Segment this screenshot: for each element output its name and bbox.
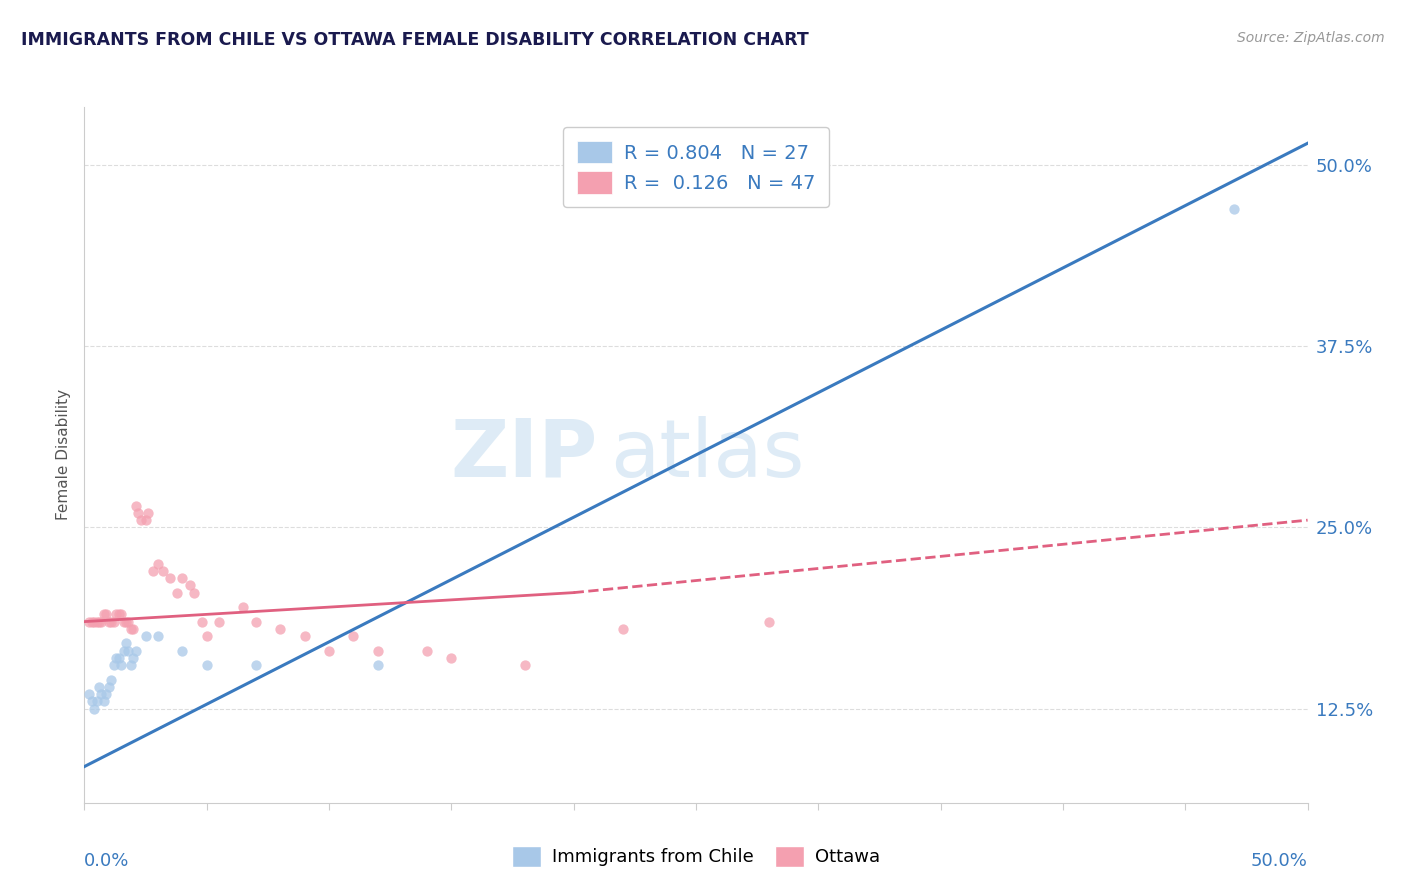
- Point: [269, 622, 291, 636]
- Point: [146, 557, 169, 571]
- Point: [612, 622, 634, 636]
- Text: atlas: atlas: [610, 416, 804, 494]
- Text: IMMIGRANTS FROM CHILE VS OTTAWA FEMALE DISABILITY CORRELATION CHART: IMMIGRANTS FROM CHILE VS OTTAWA FEMALE D…: [21, 31, 808, 49]
- Point: [208, 615, 231, 629]
- Point: [77, 687, 100, 701]
- Point: [136, 506, 159, 520]
- Point: [513, 658, 536, 673]
- Point: [367, 643, 389, 657]
- Point: [110, 658, 132, 673]
- Point: [83, 701, 105, 715]
- Y-axis label: Female Disability: Female Disability: [56, 389, 72, 521]
- Point: [1223, 202, 1246, 216]
- Point: [342, 629, 364, 643]
- Text: ZIP: ZIP: [451, 416, 598, 494]
- Point: [367, 658, 389, 673]
- Point: [110, 607, 132, 622]
- Point: [87, 680, 110, 694]
- Point: [166, 585, 188, 599]
- Legend: Immigrants from Chile, Ottawa: Immigrants from Chile, Ottawa: [505, 838, 887, 874]
- Point: [245, 615, 267, 629]
- Text: 0.0%: 0.0%: [84, 852, 129, 870]
- Point: [294, 629, 316, 643]
- Point: [96, 687, 118, 701]
- Point: [103, 658, 125, 673]
- Point: [125, 643, 148, 657]
- Point: [245, 658, 267, 673]
- Point: [100, 673, 122, 687]
- Point: [172, 571, 194, 585]
- Point: [142, 564, 165, 578]
- Point: [440, 651, 463, 665]
- Point: [117, 615, 139, 629]
- Point: [125, 499, 148, 513]
- Point: [100, 615, 122, 629]
- Point: [80, 694, 103, 708]
- Point: [87, 615, 110, 629]
- Point: [120, 622, 142, 636]
- Point: [122, 622, 145, 636]
- Point: [146, 629, 169, 643]
- Point: [120, 658, 142, 673]
- Point: [80, 615, 103, 629]
- Point: [195, 629, 218, 643]
- Point: [183, 585, 205, 599]
- Point: [135, 629, 157, 643]
- Point: [318, 643, 340, 657]
- Point: [77, 615, 100, 629]
- Point: [105, 651, 128, 665]
- Point: [152, 564, 174, 578]
- Point: [195, 658, 218, 673]
- Text: Source: ZipAtlas.com: Source: ZipAtlas.com: [1237, 31, 1385, 45]
- Point: [86, 694, 108, 708]
- Point: [135, 513, 157, 527]
- Point: [90, 687, 112, 701]
- Point: [93, 607, 115, 622]
- Point: [172, 643, 194, 657]
- Point: [97, 615, 120, 629]
- Point: [107, 607, 129, 622]
- Point: [97, 680, 120, 694]
- Point: [127, 506, 149, 520]
- Point: [107, 651, 129, 665]
- Point: [86, 615, 108, 629]
- Point: [115, 615, 138, 629]
- Text: 50.0%: 50.0%: [1251, 852, 1308, 870]
- Point: [90, 615, 112, 629]
- Point: [191, 615, 214, 629]
- Point: [122, 651, 145, 665]
- Point: [105, 607, 128, 622]
- Point: [112, 615, 135, 629]
- Point: [129, 513, 152, 527]
- Point: [112, 643, 135, 657]
- Point: [103, 615, 125, 629]
- Point: [96, 607, 118, 622]
- Point: [179, 578, 201, 592]
- Point: [159, 571, 181, 585]
- Point: [758, 615, 780, 629]
- Point: [416, 643, 439, 657]
- Point: [83, 615, 105, 629]
- Point: [232, 600, 254, 615]
- Point: [115, 636, 138, 650]
- Point: [117, 643, 139, 657]
- Point: [93, 694, 115, 708]
